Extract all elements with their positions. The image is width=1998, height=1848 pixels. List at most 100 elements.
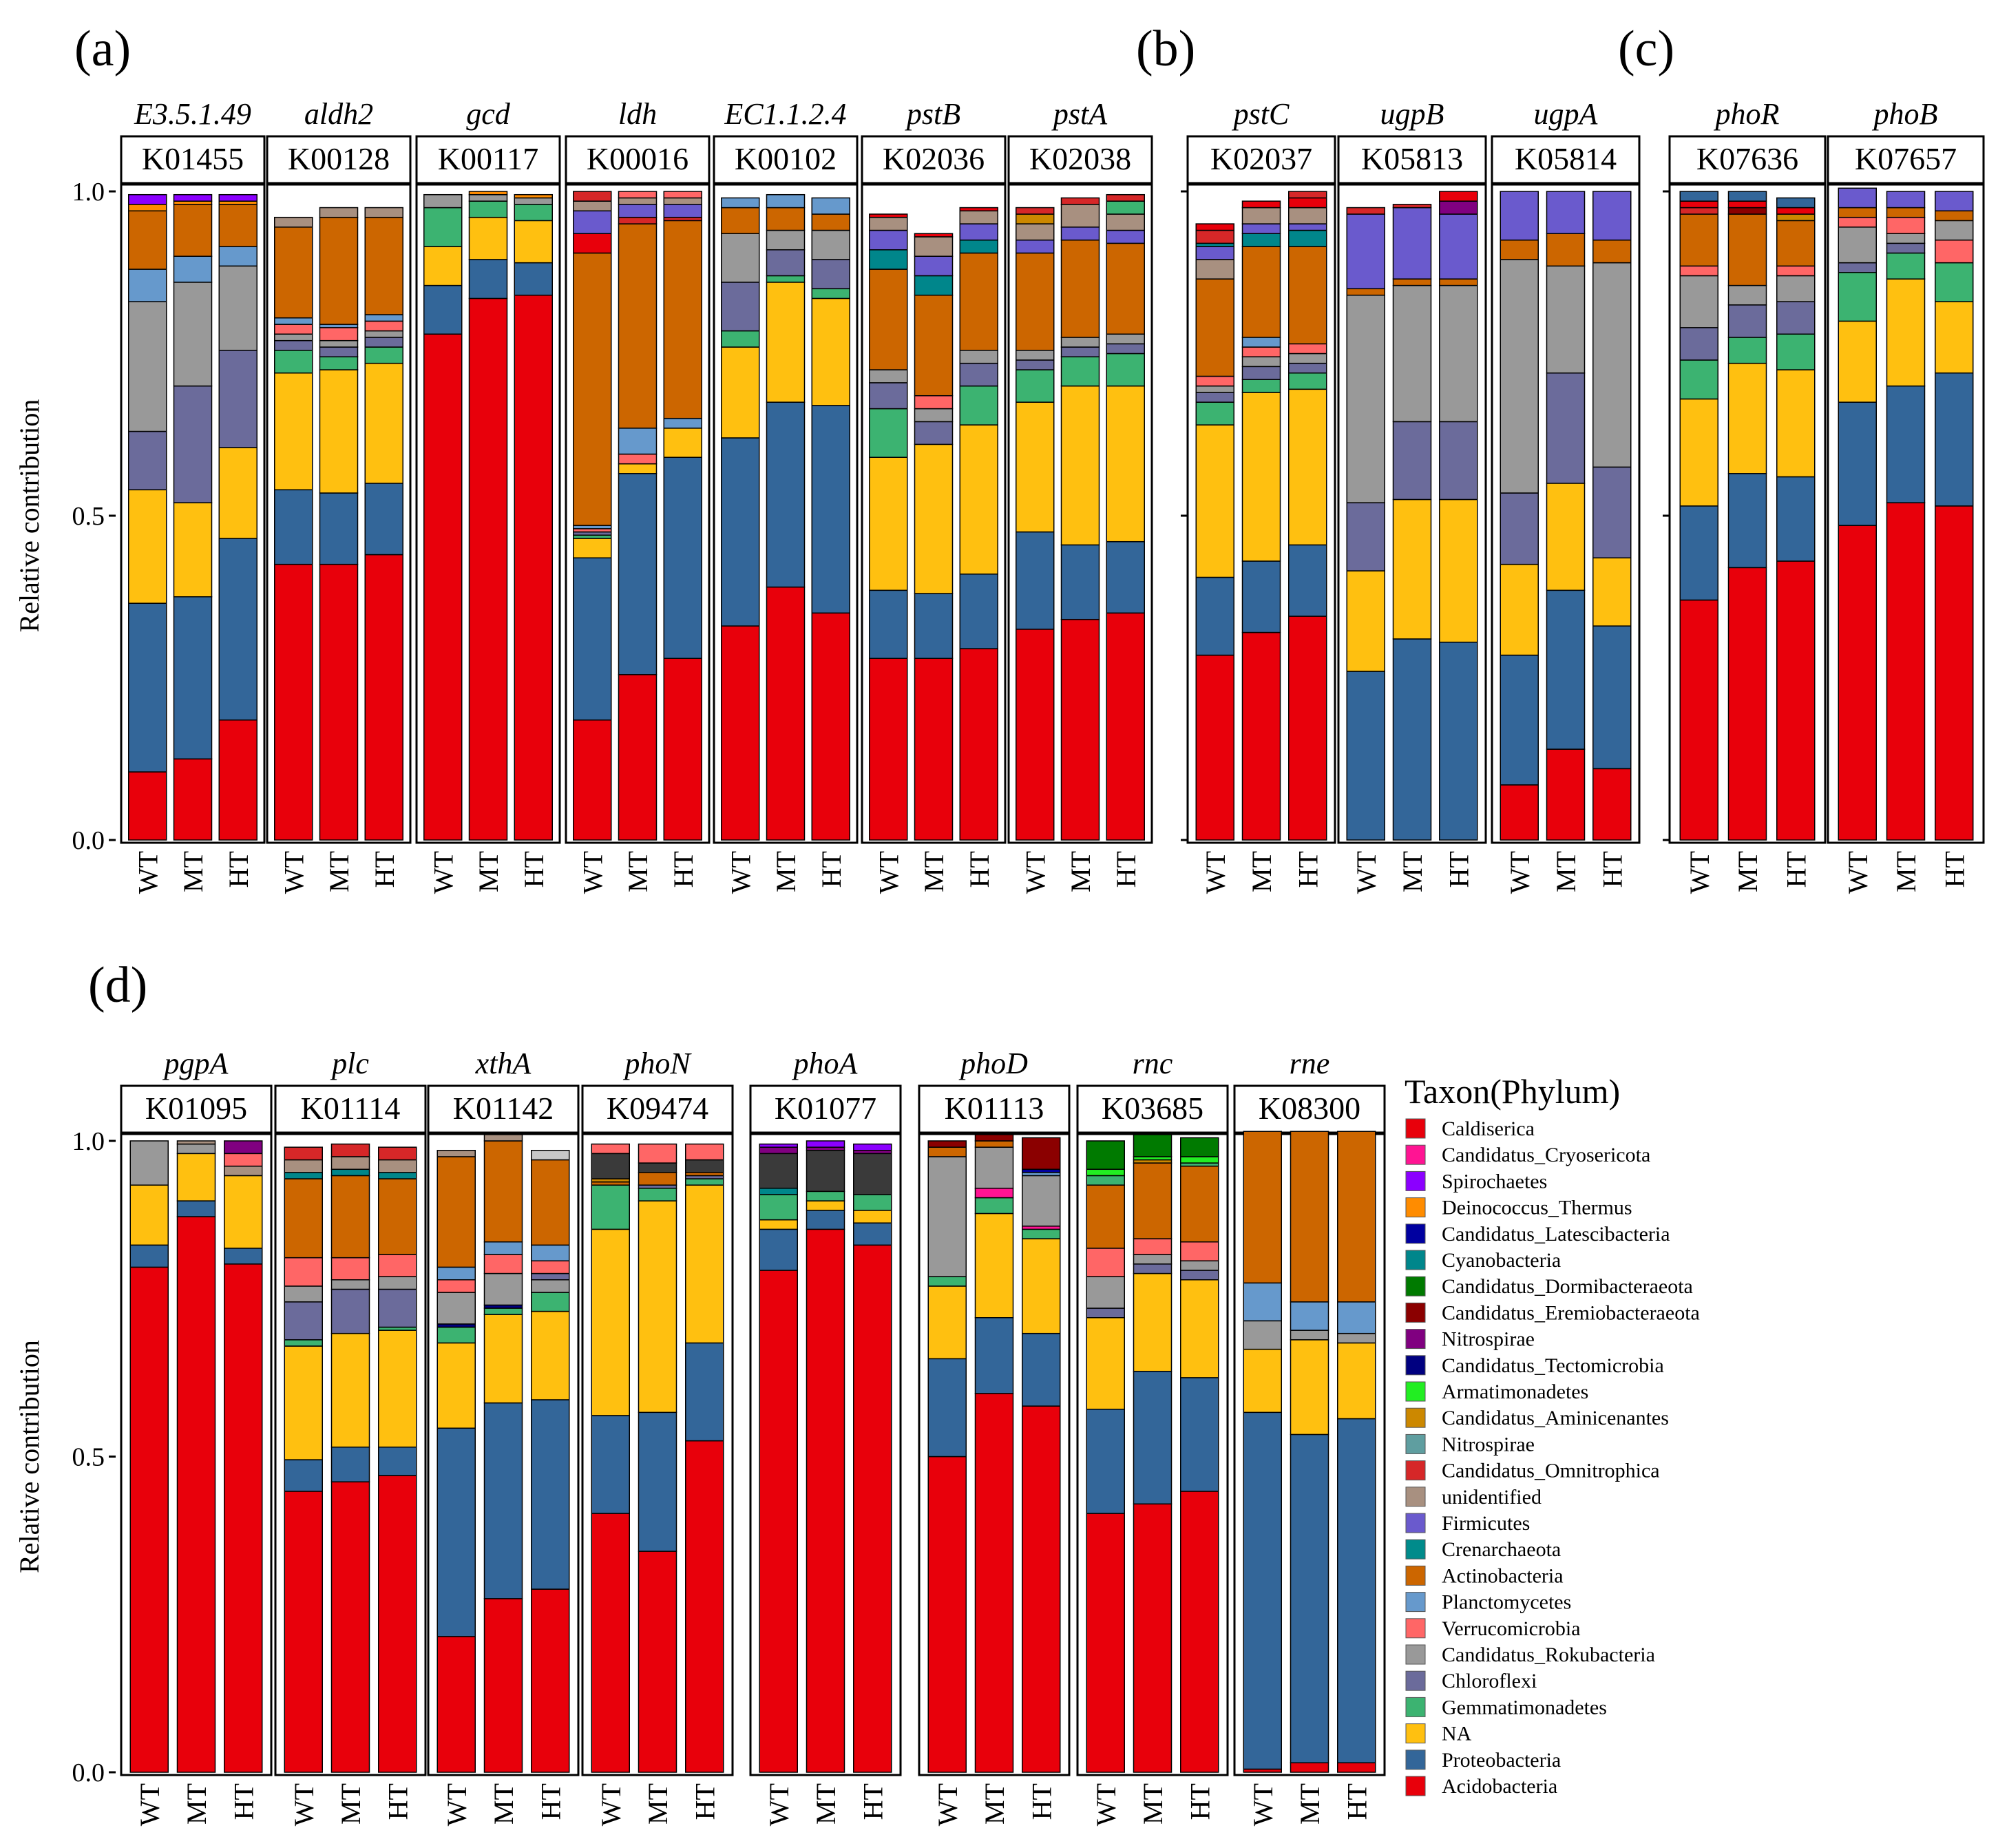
facet-frame	[565, 183, 711, 844]
bar-segment-candidatus-rokubacteria	[959, 350, 998, 364]
bar-segment-candidatus-rokubacteria	[330, 1279, 370, 1290]
facet-frame	[427, 1133, 580, 1776]
bar-segment-proteobacteria	[1392, 638, 1432, 841]
bar-segment-acidobacteria	[468, 297, 508, 841]
bar-segment-proteobacteria	[284, 1459, 323, 1492]
bar-segment-planctomycetes	[364, 314, 403, 322]
bar-segment-gemmatimonadetes	[1195, 401, 1234, 426]
bar-segment-candidatus-rokubacteria	[274, 333, 313, 342]
bar-segment-gemmatimonadetes-top	[1106, 200, 1145, 215]
bar-segment-candidatus-rokubacteria	[1392, 284, 1432, 423]
x-tick-label: HT	[518, 851, 549, 888]
bar-segment-acidobacteria	[128, 771, 167, 841]
bar-segment-actinobacteria	[1016, 252, 1055, 351]
bar-segment-proteobacteria	[1935, 372, 1974, 507]
bar-segment-unidentified	[176, 1140, 216, 1145]
bar-segment-na	[1886, 278, 1926, 387]
gene-label: phoD	[958, 1047, 1028, 1080]
bar-segment-gemmatimonadetes	[531, 1292, 570, 1312]
legend-swatch	[1405, 1144, 1426, 1165]
bar-segment-proteobacteria	[618, 473, 658, 675]
bar-segment-acidobacteria	[1679, 599, 1718, 841]
bar-segment-gemmatimonadetes	[1241, 379, 1281, 393]
bar-segment-candidatus-aminicenantes	[1016, 213, 1055, 224]
x-tick-label: MT	[335, 1783, 366, 1825]
bar-segment-candidatus-omnitrophica	[573, 191, 612, 202]
bar-segment-chloroflexi	[959, 362, 998, 387]
bar-segment-candidatus-omnitrophica	[284, 1146, 323, 1161]
bar-segment-gemmatimonadetes	[869, 408, 908, 458]
ko-label: K01142	[453, 1091, 554, 1126]
bar-segment-candidatus-omnitrophica	[330, 1143, 370, 1157]
bar-segment-proteobacteria	[721, 437, 760, 627]
bar-segment-chloroflexi	[1180, 1270, 1219, 1281]
bar-segment-na	[531, 1310, 570, 1400]
bar-segment-caldiserica	[1288, 197, 1327, 209]
bar-segment-unidentified	[1060, 204, 1100, 228]
ko-label: K02038	[1029, 141, 1131, 176]
ko-label: K01114	[301, 1091, 401, 1126]
bar-segment-na	[685, 1184, 724, 1344]
bar-segment-gemmatimonadetes	[766, 275, 806, 283]
bar-segment-candidatus-rokubacteria	[483, 1272, 523, 1306]
bar-segment-verrucomicrobia	[1086, 1248, 1125, 1277]
bar-segment-proteobacteria	[638, 1411, 677, 1552]
bar-segment-proteobacteria	[869, 589, 908, 659]
bar-segment-chloroflexi	[1288, 362, 1327, 374]
bar-segment-chloroflexi	[378, 1288, 417, 1328]
bar-segment-na	[1592, 557, 1632, 627]
ko-label: K08300	[1259, 1091, 1360, 1126]
bar-segment-firmicutes	[869, 229, 908, 251]
bar-segment-na	[176, 1153, 216, 1201]
x-tick-label: MT	[181, 1783, 212, 1825]
legend-swatch	[1405, 1381, 1426, 1402]
y-axis-label: Relative contribution	[14, 1340, 45, 1573]
bar-segment-proteobacteria	[1679, 505, 1718, 601]
bar-segment-acidobacteria	[759, 1270, 798, 1773]
bar-segment-actinobacteria	[766, 207, 806, 231]
bar-segment-verrucomicrobia	[1241, 346, 1281, 357]
bar-segment-proteobacteria	[1241, 560, 1281, 633]
facet-strip	[1491, 135, 1641, 185]
gene-label: pstA	[1051, 97, 1108, 131]
facet-strip	[427, 1084, 580, 1134]
bar-segment-cyanobacteria	[284, 1172, 323, 1179]
panel-label: (a)	[74, 21, 131, 77]
bar-segment-cyanobacteria	[869, 249, 908, 270]
bar-segment-candidatus-rokubacteria	[1679, 275, 1718, 328]
bar-segment-na	[1086, 1317, 1125, 1410]
bar-segment-verrucomicrobia	[1838, 216, 1877, 228]
bar-segment-verrucomicrobia	[1195, 375, 1234, 387]
x-tick-label: MT	[1891, 851, 1922, 892]
bar-segment-verrucomicrobia	[591, 1143, 630, 1155]
gene-label: phoN	[622, 1047, 692, 1080]
bar-segment-na	[1133, 1272, 1172, 1372]
bar-segment-acidobacteria	[914, 658, 954, 841]
bar-segment-candidatus-rokubacteria	[869, 369, 908, 384]
bar-segment-deinococcus-thermus	[468, 191, 508, 196]
legend-swatch	[1405, 1118, 1426, 1139]
legend-label: Deinococcus_Thermus	[1442, 1197, 1632, 1219]
ko-label: K05813	[1361, 141, 1463, 176]
facet-strip	[120, 135, 266, 185]
bar-segment-verrucomicrobia-top	[618, 191, 658, 199]
bar-segment-acidobacteria	[685, 1440, 724, 1773]
bar-segment-actinobacteria	[1195, 278, 1234, 377]
bar-segment-candidatus-rokubacteria	[514, 197, 553, 205]
ko-label: K02036	[883, 141, 985, 176]
bar-segment-verrucomicrobia	[914, 395, 954, 410]
x-tick-label: WT	[1248, 1783, 1279, 1826]
bar-segment-na	[1060, 385, 1100, 546]
bar-segment-candidatus-rokubacteria	[1133, 1254, 1172, 1265]
x-tick-label: WT	[577, 851, 608, 894]
bar-segment-unidentified	[1016, 223, 1055, 241]
x-tick-label: MT	[1397, 851, 1428, 892]
legend-label: Candidatus_Latescibacteria	[1442, 1223, 1670, 1246]
bar-segment-unidentified	[573, 200, 612, 212]
bar-segment-planctomycetes	[618, 428, 658, 455]
bar-segment-na	[423, 246, 463, 286]
legend-label: Candidatus_Dormibacteraeota	[1442, 1275, 1693, 1298]
bar-segment-candidatus-rokubacteria	[766, 229, 806, 251]
facet-frame	[415, 183, 561, 844]
facet-strip	[918, 1084, 1071, 1134]
